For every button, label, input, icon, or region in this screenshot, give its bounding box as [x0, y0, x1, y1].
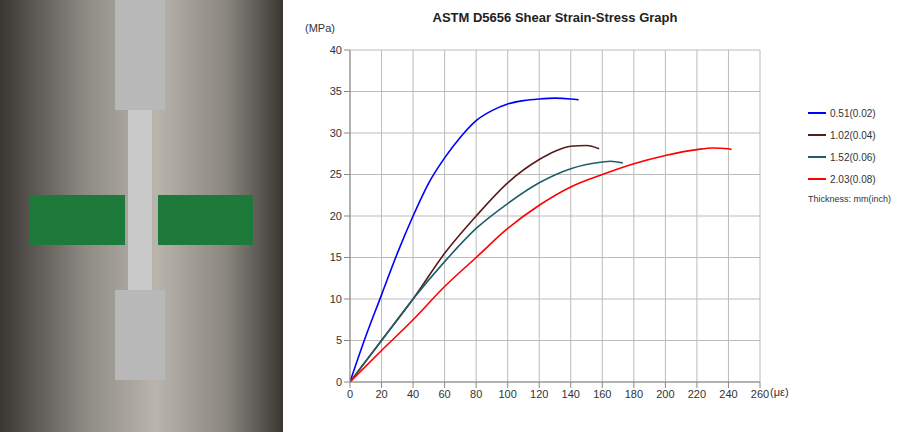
- svg-text:40: 40: [407, 388, 419, 400]
- svg-text:220: 220: [688, 388, 706, 400]
- svg-text:200: 200: [656, 388, 674, 400]
- svg-text:40: 40: [330, 44, 342, 56]
- svg-text:80: 80: [470, 388, 482, 400]
- html-text:(με): (με): [770, 386, 789, 398]
- html-text:(MPa): (MPa): [305, 22, 335, 34]
- svg-text:240: 240: [719, 388, 737, 400]
- svg-text:0: 0: [336, 376, 342, 388]
- svg-text:60: 60: [438, 388, 450, 400]
- svg-text:120: 120: [530, 388, 548, 400]
- svg-text:20: 20: [375, 388, 387, 400]
- svg-text:25: 25: [330, 168, 342, 180]
- svg-text:180: 180: [625, 388, 643, 400]
- svg-text:35: 35: [330, 85, 342, 97]
- svg-text:140: 140: [562, 388, 580, 400]
- html-text:0.51(0.02): 0.51(0.02): [830, 107, 876, 119]
- html-text:2.03(0.08): 2.03(0.08): [830, 173, 876, 185]
- html-text:Thickness: mm(inch): Thickness: mm(inch): [808, 194, 891, 204]
- html-text:1.02(0.04): 1.02(0.04): [830, 129, 876, 141]
- svg-text:10: 10: [330, 293, 342, 305]
- html-text:1.52(0.06): 1.52(0.06): [830, 151, 876, 163]
- svg-text:260: 260: [751, 388, 769, 400]
- svg-text:100: 100: [499, 388, 517, 400]
- svg-text:0: 0: [347, 388, 353, 400]
- svg-text:5: 5: [336, 334, 342, 346]
- svg-text:20: 20: [330, 210, 342, 222]
- svg-text:160: 160: [593, 388, 611, 400]
- html-text:ASTM D5656 Shear Strain-Stress: ASTM D5656 Shear Strain-Stress Graph: [432, 10, 678, 25]
- svg-text:30: 30: [330, 127, 342, 139]
- svg-text:15: 15: [330, 251, 342, 263]
